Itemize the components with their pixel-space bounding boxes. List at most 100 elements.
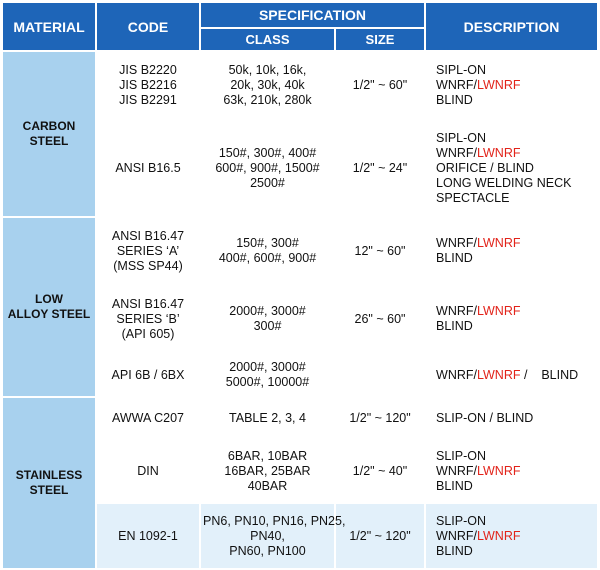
code-line: AWWA C207 (111, 410, 184, 425)
size-cell: 1/2" ~ 60" (336, 52, 424, 118)
class-line: 150#, 300#, 400# (218, 145, 317, 160)
description-line: BLIND (436, 92, 473, 107)
description-cell: SIPL-ON WNRF/LWNRF BLIND (426, 52, 597, 118)
class-line: PN40, (250, 528, 285, 543)
table-row: ANSI B16.47 SERIES ‘B’ (API 605) 2000#, 300… (3, 286, 597, 352)
class-line: 2000#, 3000# (229, 304, 306, 318)
description-line: WNRF/LWNRF (436, 236, 521, 250)
description-cell: SIPL-ON WNRF/LWNRF ORIFICE / BLIND LONG WEL… (426, 120, 597, 216)
lwnrf-highlight: LWNRF (476, 463, 521, 478)
description-line: BLIND (436, 319, 473, 333)
description-line: WNRF/LWNRF (436, 528, 521, 543)
class-line: 2000#, 3000# (229, 360, 306, 374)
material-stainless: STAINLESS STEEL (3, 398, 95, 568)
class-line: PN6, PN10, PN16, PN25, (203, 513, 346, 528)
description-cell: WNRF/LWNRF BLIND (426, 218, 597, 284)
description-cell: SLIP-ON / BLIND (426, 398, 597, 438)
size-cell: 1/2" ~ 24" (336, 120, 424, 216)
code-line: ANSI B16.47 (111, 228, 185, 243)
size-cell: 1/2" ~ 120" (336, 398, 424, 438)
class-line: 600#, 900#, 1500# (215, 160, 320, 175)
code-line: DIN (137, 463, 159, 478)
table-row: LOW ALLOY STEEL ANSI B16.47 SERIES ‘A’ (MSS … (3, 218, 597, 396)
material-label: STEEL (29, 483, 69, 497)
code-line: JIS B2291 (119, 92, 177, 107)
material-alloy: LOW ALLOY STEEL (3, 218, 95, 396)
class-line: PN60, PN100 (229, 543, 306, 558)
code-line: ANSI B16.5 (115, 160, 181, 175)
class-line: 16BAR, 25BAR (224, 463, 311, 478)
class-cell: TABLE 2, 3, 4 (201, 398, 334, 438)
code-line: (API 605) (121, 326, 175, 341)
class-line: 2500# (250, 175, 285, 190)
flange-spec-table-wrapper: MATERIAL CODE SPECIFICATION DESCRIPTION … (3, 3, 598, 568)
header-description: DESCRIPTION (426, 3, 598, 50)
header-code: CODE (97, 3, 199, 50)
description-line: SLIP-ON / BLIND (436, 410, 534, 425)
description-line: ORIFICE / BLIND (436, 160, 534, 175)
size-cell: 1/2" ~ 120" (336, 504, 425, 568)
description-cell: WNRF/LWNRF BLIND (426, 286, 597, 352)
description-line: SLIP-ON (436, 513, 487, 528)
class-line: 6BAR, 10BAR (227, 448, 308, 463)
description-line: WNRF/LWNRF (436, 304, 521, 318)
material-label: LOW (35, 292, 63, 306)
header-class: CLASS (201, 29, 334, 50)
size-value: 1/2" ~ 40" (352, 463, 408, 478)
class-line: 63k, 210k, 280k (223, 92, 312, 107)
lwnrf-highlight: LWNRF (476, 77, 521, 92)
description-line: WNRF/LWNRF (436, 145, 521, 160)
code-cell: API 6B / 6BX (97, 354, 199, 396)
code-line: API 6B / 6BX (111, 367, 185, 382)
code-cell: EN 1092-1 (97, 504, 199, 568)
class-cell: 2000#, 3000# 300# (201, 286, 334, 352)
header-specification: SPECIFICATION (201, 3, 425, 27)
code-cell: JIS B2220 JIS B2216 JIS B2291 (97, 52, 199, 118)
table-row: STAINLESS STEEL AWWA C207 TABLE 2, 3, 4 1/2"… (3, 398, 597, 568)
class-line: 300# (253, 319, 282, 333)
size-cell (336, 354, 424, 396)
lwnrf-highlight: LWNRF (476, 528, 521, 543)
table-body: CARBON STEEL JIS B2220 JIS B2216 JIS B2291 50… (3, 52, 598, 568)
class-line: 20k, 30k, 40k (230, 77, 305, 92)
class-cell: PN6, PN10, PN16, PN25, PN40, PN60, PN100 (201, 504, 346, 568)
table-row: DIN 6BAR, 10BAR 16BAR, 25BAR 40BAR 1/2" ~ 40… (3, 440, 597, 502)
table-row: CARBON STEEL JIS B2220 JIS B2216 JIS B2291 50… (3, 52, 597, 216)
size-value: 1/2" ~ 24" (352, 160, 408, 175)
code-line: (MSS SP44) (113, 258, 183, 273)
description-line: BLIND (436, 478, 473, 493)
description-line: WNRF/LWNRF / BLIND (436, 367, 579, 382)
code-cell: ANSI B16.5 (97, 120, 199, 216)
header-size: SIZE (336, 29, 425, 50)
description-line: SIPL-ON (436, 130, 487, 145)
lwnrf-highlight: LWNRF (476, 145, 521, 160)
description-line: WNRF/LWNRF (436, 463, 521, 478)
class-cell: 150#, 300# 400#, 600#, 900# (201, 218, 334, 284)
material-label: CARBON (22, 119, 76, 133)
table-row: API 6B / 6BX 2000#, 3000# 5000#, 10000# WNR… (3, 354, 597, 396)
class-cell: 50k, 10k, 16k, 20k, 30k, 40k 63k, 210k, 28… (201, 52, 334, 118)
description-line: WNRF/LWNRF (436, 77, 521, 92)
code-line: SERIES ‘B’ (116, 311, 180, 326)
class-line: 150#, 300# (236, 236, 299, 250)
description-cell: SLIP-ON WNRF/LWNRF BLIND (426, 440, 597, 502)
table-row: ANSI B16.5 150#, 300#, 400# 600#, 900#, 15… (3, 120, 597, 216)
class-cell: 2000#, 3000# 5000#, 10000# (201, 354, 334, 396)
class-line: 40BAR (247, 478, 288, 493)
code-line: JIS B2216 (119, 77, 177, 92)
class-line: 50k, 10k, 16k, (228, 62, 307, 77)
description-line: BLIND (436, 543, 473, 558)
lwnrf-highlight: LWNRF (476, 236, 521, 250)
lwnrf-highlight: LWNRF (476, 304, 521, 318)
lwnrf-highlight: LWNRF (476, 367, 521, 382)
class-cell: 150#, 300#, 400# 600#, 900#, 1500# 2500# (201, 120, 334, 216)
size-value: 26" ~ 60" (354, 311, 406, 326)
code-cell: ANSI B16.47 SERIES ‘B’ (API 605) (97, 286, 199, 352)
description-line: SIPL-ON (436, 62, 487, 77)
code-line: SERIES ‘A’ (116, 243, 180, 258)
description-cell: WNRF/LWNRF / BLIND (426, 354, 597, 396)
code-cell: AWWA C207 (97, 398, 199, 438)
description-line: SPECTACLE (436, 190, 510, 205)
size-cell: 26" ~ 60" (336, 286, 424, 352)
